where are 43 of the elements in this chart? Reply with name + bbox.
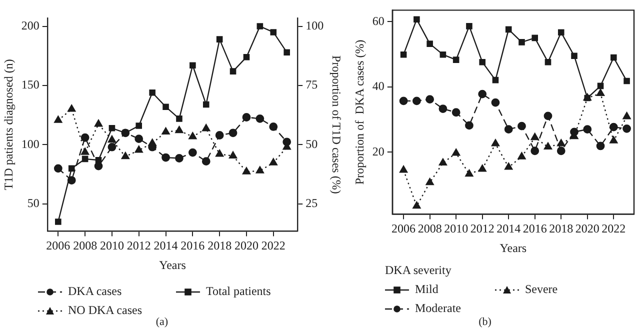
y-axis-title: T1D patients diagnosed (n) (1, 59, 16, 190)
x-tick-label: 2016 (522, 222, 547, 236)
legend-label: NO DKA cases (68, 303, 142, 318)
x-tick-label: 2012 (470, 222, 494, 236)
x-tick-label: 2006 (46, 238, 70, 253)
text: (b) (478, 316, 492, 328)
x-tick-label: 2018 (549, 222, 574, 236)
x-axis-title: Years (159, 258, 186, 272)
legend-label: DKA cases (68, 284, 122, 299)
x-tick-label: 2010 (444, 222, 468, 236)
x-tick-label: 2008 (418, 222, 442, 236)
legend-label: Mild (415, 282, 438, 297)
x-tick-label: 2008 (73, 238, 98, 253)
x-tick-label: 2020 (234, 238, 258, 253)
y2-tick-label: 100 (306, 18, 324, 32)
x-tick-label: 2018 (208, 238, 232, 253)
y-tick-label: 50 (27, 196, 40, 210)
y2-axis-title: Proportion of T1D cases (%) (330, 55, 344, 194)
x-tick-label: 2012 (126, 238, 151, 253)
x-tick-label: 2014 (496, 222, 521, 236)
x-tick-label: 2010 (100, 238, 124, 253)
legend-label: Severe (524, 282, 558, 297)
x-tick-label: 2014 (154, 238, 178, 253)
y-axis-title: Proportion of DKA cases (%) (352, 40, 366, 185)
x-tick-label: 2022 (602, 222, 626, 236)
text: (a) (156, 316, 168, 328)
x-tick-label: 2006 (392, 222, 416, 236)
y2-tick-label: 50 (306, 136, 318, 151)
y-tick-label: 100 (21, 136, 40, 151)
y-tick-label: 150 (21, 78, 40, 92)
y2-tick-label: 25 (306, 196, 318, 210)
x-tick-label: 2016 (180, 238, 205, 253)
y-tick-label: 60 (372, 14, 384, 28)
x-axis-title: Years (500, 240, 527, 255)
y-tick-label: 20 (372, 144, 384, 158)
y-tick-label: 200 (21, 18, 40, 32)
x-tick-label: 2020 (575, 222, 600, 236)
y-tick-label: 40 (372, 79, 384, 94)
legend-label: Total patients (206, 284, 271, 299)
legend-label: Moderate (415, 301, 461, 316)
y2-tick-label: 75 (306, 78, 318, 92)
legend-title: DKA severity (385, 263, 452, 278)
x-tick-label: 2022 (261, 238, 286, 253)
